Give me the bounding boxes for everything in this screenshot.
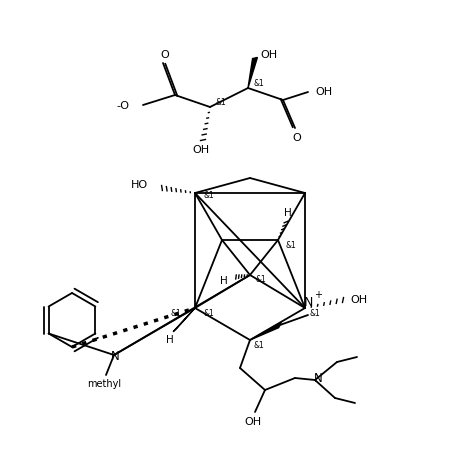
Text: &1: &1 [170, 308, 181, 317]
Text: &1: &1 [203, 308, 214, 317]
Text: +: + [314, 290, 322, 300]
Text: &1: &1 [255, 275, 266, 284]
Text: &1: &1 [309, 309, 320, 318]
Polygon shape [250, 322, 281, 340]
Text: H: H [220, 276, 228, 286]
Text: N: N [303, 297, 313, 309]
Text: O: O [161, 50, 169, 60]
Text: O: O [292, 133, 302, 143]
Text: -O: -O [116, 101, 129, 111]
Polygon shape [248, 57, 257, 88]
Text: methyl: methyl [87, 379, 121, 389]
Text: &1: &1 [216, 97, 227, 106]
Text: &1: &1 [286, 240, 297, 249]
Text: OH: OH [261, 50, 278, 60]
Text: &1: &1 [203, 191, 214, 200]
Text: N: N [314, 371, 322, 385]
Text: OH: OH [315, 87, 333, 97]
Text: OH: OH [193, 145, 210, 155]
Text: &1: &1 [254, 79, 265, 88]
Text: OH: OH [244, 417, 261, 427]
Text: H: H [284, 208, 292, 218]
Text: H: H [166, 335, 174, 345]
Text: &1: &1 [253, 341, 264, 350]
Text: N: N [111, 350, 119, 362]
Polygon shape [173, 308, 195, 332]
Text: HO: HO [131, 180, 148, 190]
Text: OH: OH [351, 295, 368, 305]
